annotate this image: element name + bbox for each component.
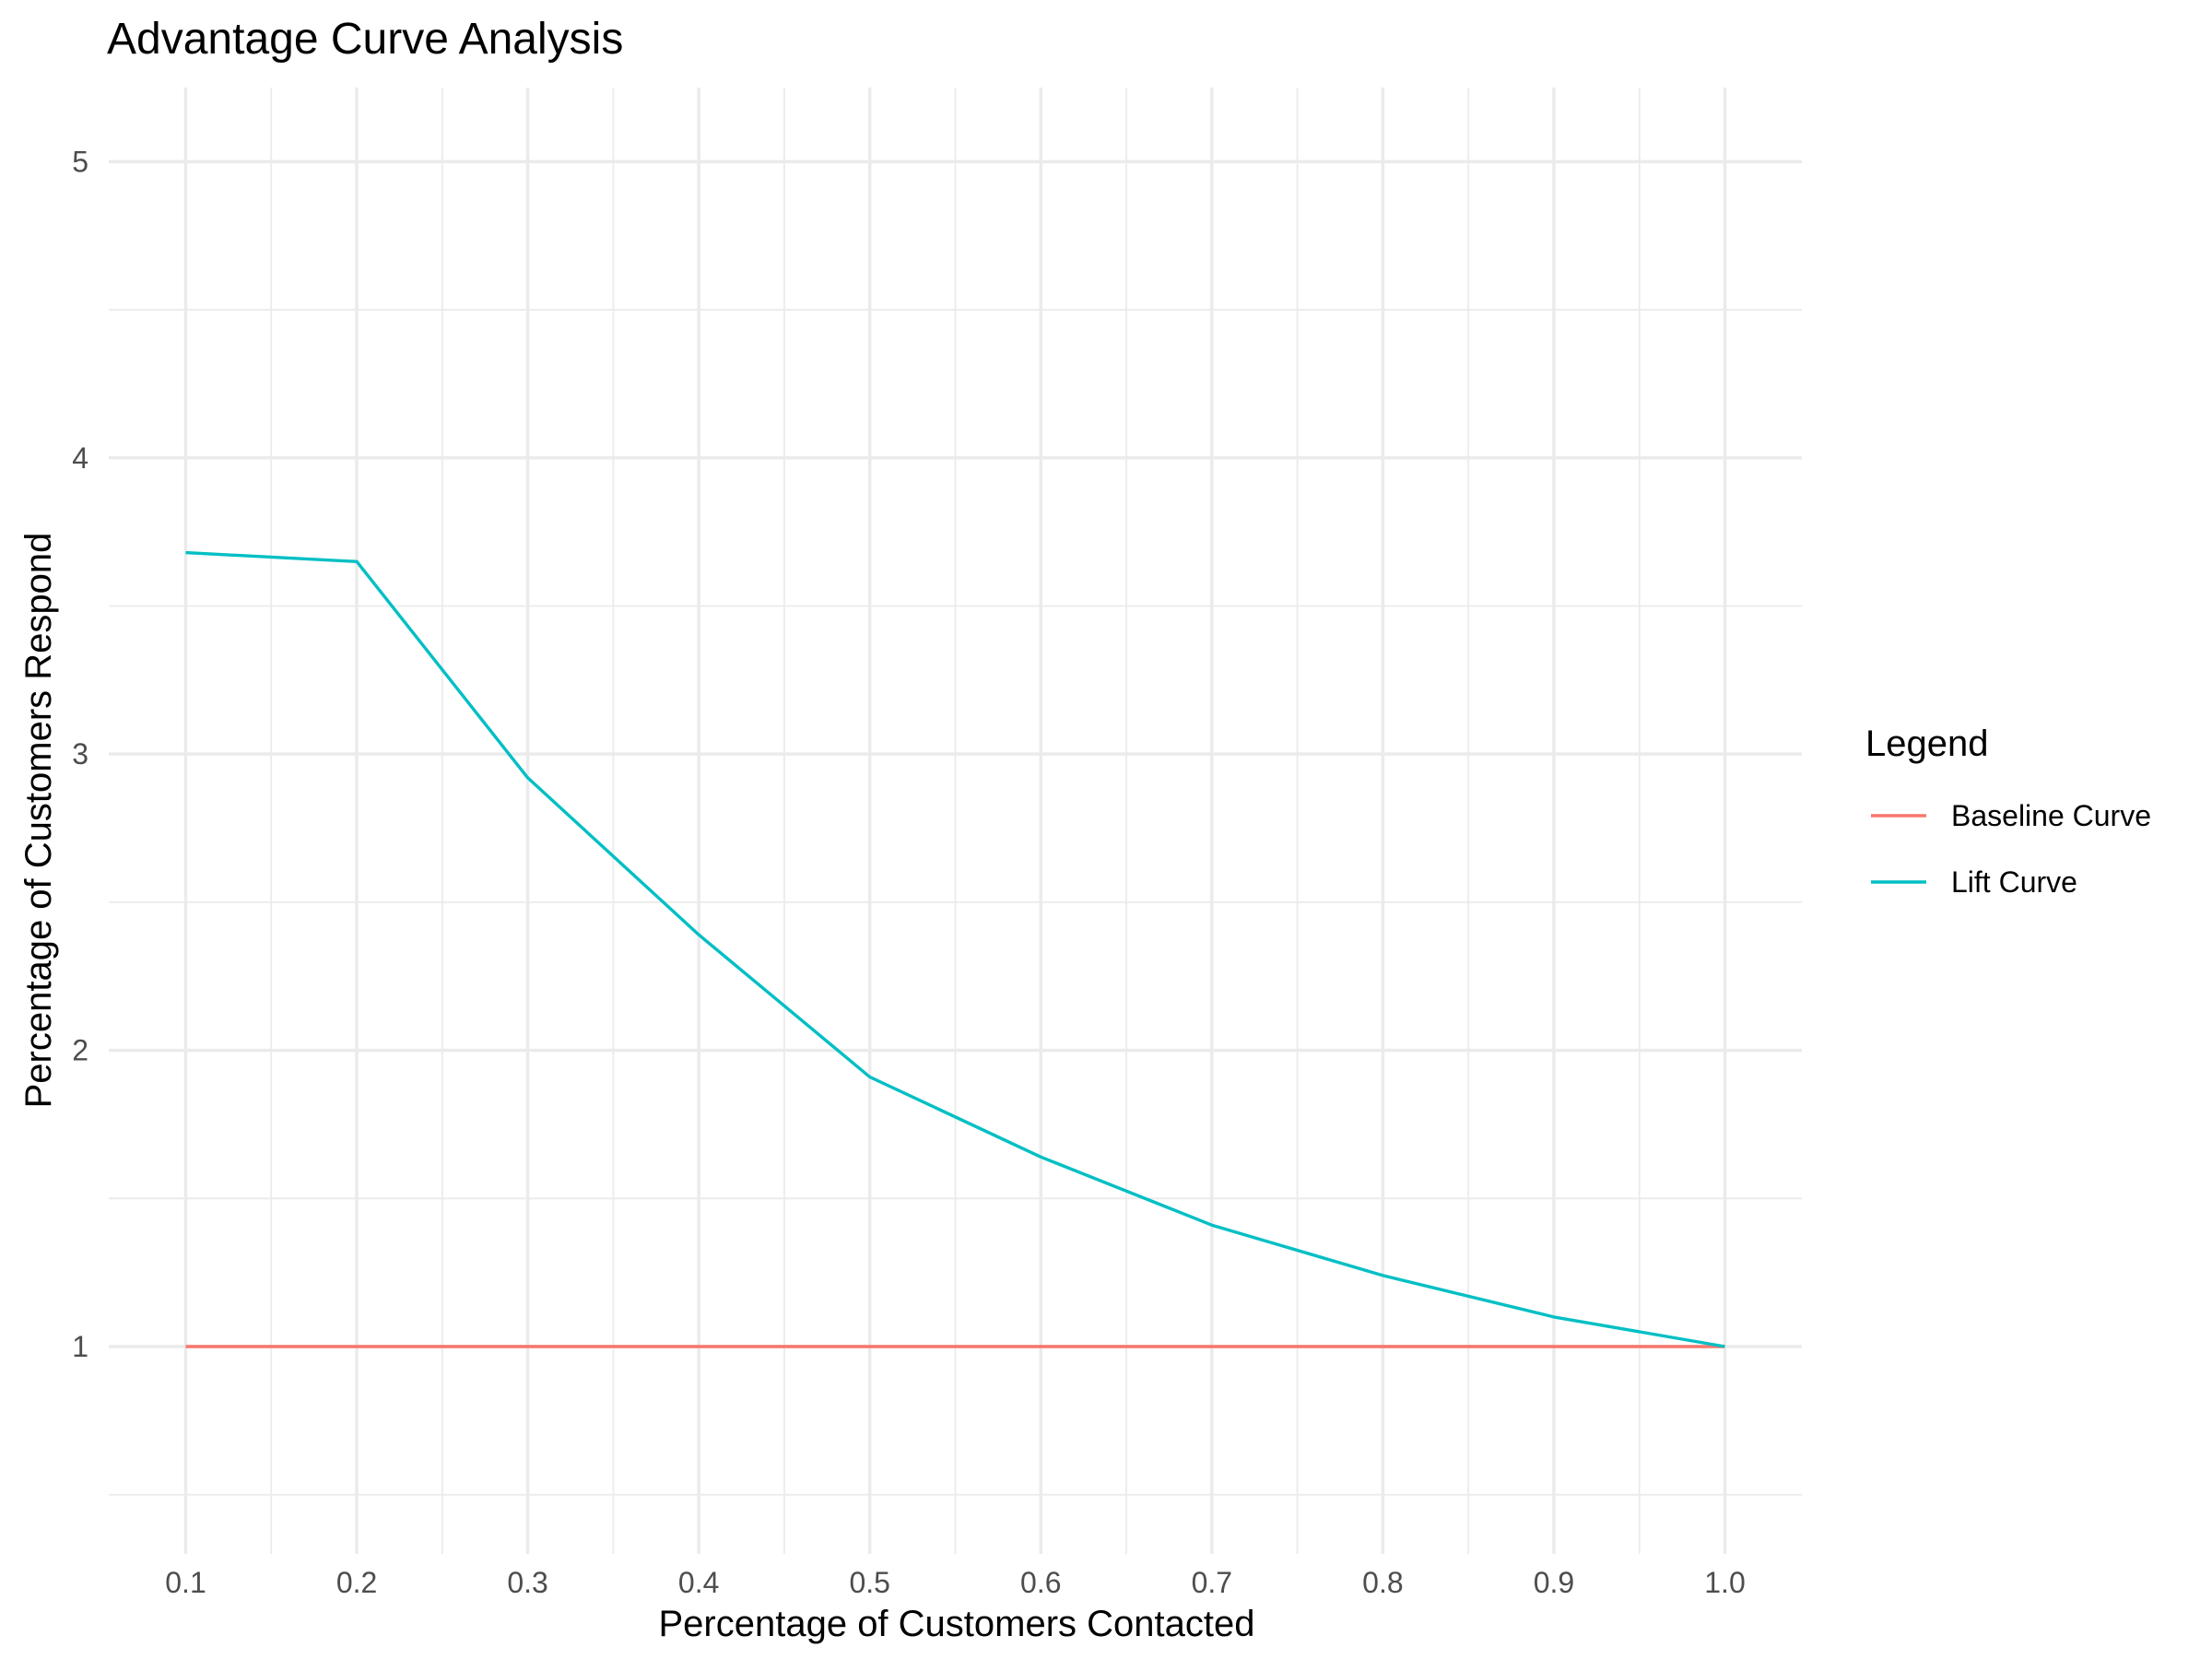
y-tick-label: 2 [72, 1034, 88, 1067]
y-axis-title: Percentage of Customers Respond [18, 533, 59, 1109]
y-tick-label: 1 [72, 1330, 88, 1363]
legend-title: Legend [1865, 724, 1988, 764]
y-axis-tick-labels: 1 2 3 4 5 [72, 145, 88, 1363]
legend-item: Lift Curve [1871, 865, 2077, 899]
x-tick-label: 0.7 [1192, 1566, 1232, 1599]
minor-gridlines [109, 88, 1802, 1554]
x-tick-label: 0.1 [165, 1566, 206, 1599]
legend-label: Lift Curve [1951, 865, 2077, 899]
y-tick-label: 4 [72, 441, 88, 475]
x-tick-label: 0.6 [1020, 1566, 1061, 1599]
x-tick-label: 0.4 [678, 1566, 719, 1599]
x-tick-label: 0.5 [849, 1566, 889, 1599]
x-tick-label: 0.8 [1362, 1566, 1403, 1599]
y-tick-label: 3 [72, 737, 88, 771]
x-tick-label: 0.2 [336, 1566, 377, 1599]
x-tick-label: 0.9 [1534, 1566, 1574, 1599]
legend-item: Baseline Curve [1871, 799, 2151, 832]
legend: Legend Baseline Curve Lift Curve [1865, 724, 2151, 899]
series-line-lift-curve [185, 550, 1725, 1348]
x-axis-tick-labels: 0.1 0.2 0.3 0.4 0.5 0.6 0.7 0.8 0.9 1.0 [165, 1566, 1745, 1599]
y-tick-label: 5 [72, 145, 88, 178]
legend-items: Baseline Curve Lift Curve [1871, 799, 2151, 899]
x-tick-label: 0.3 [507, 1566, 547, 1599]
legend-label: Baseline Curve [1951, 799, 2151, 832]
x-tick-label: 1.0 [1704, 1566, 1745, 1599]
x-axis-title: Percentage of Customers Contacted [658, 1604, 1254, 1644]
series-lines [185, 550, 1725, 1348]
chart-title: Advantage Curve Analysis [107, 15, 623, 64]
